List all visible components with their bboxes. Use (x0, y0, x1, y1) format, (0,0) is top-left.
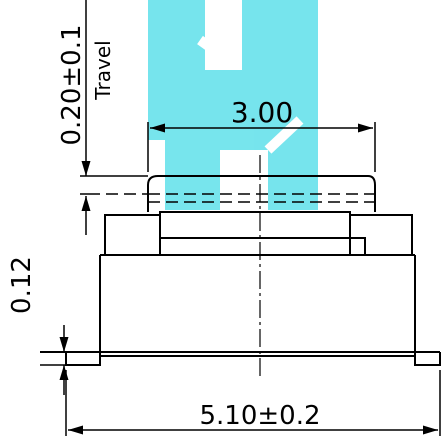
actuator (147, 175, 376, 212)
watermark-logo (148, 0, 318, 210)
dimension-5-10 (65, 370, 441, 436)
dimension-0-12 (40, 325, 69, 395)
dimension-5-10-label: 5.10±0.2 (199, 401, 320, 431)
base-thickness-label: 0.12 (7, 256, 37, 314)
travel-label: Travel (91, 40, 115, 100)
middle-body (159, 211, 366, 256)
travel-dashed-outline (88, 193, 375, 203)
dimension-travel (80, 0, 148, 235)
travel-value-label: 0.20±0.1 (57, 24, 87, 145)
dimension-3-00 (147, 122, 376, 172)
base-plate (40, 254, 441, 366)
dimension-3-00-label: 3.00 (231, 96, 293, 129)
